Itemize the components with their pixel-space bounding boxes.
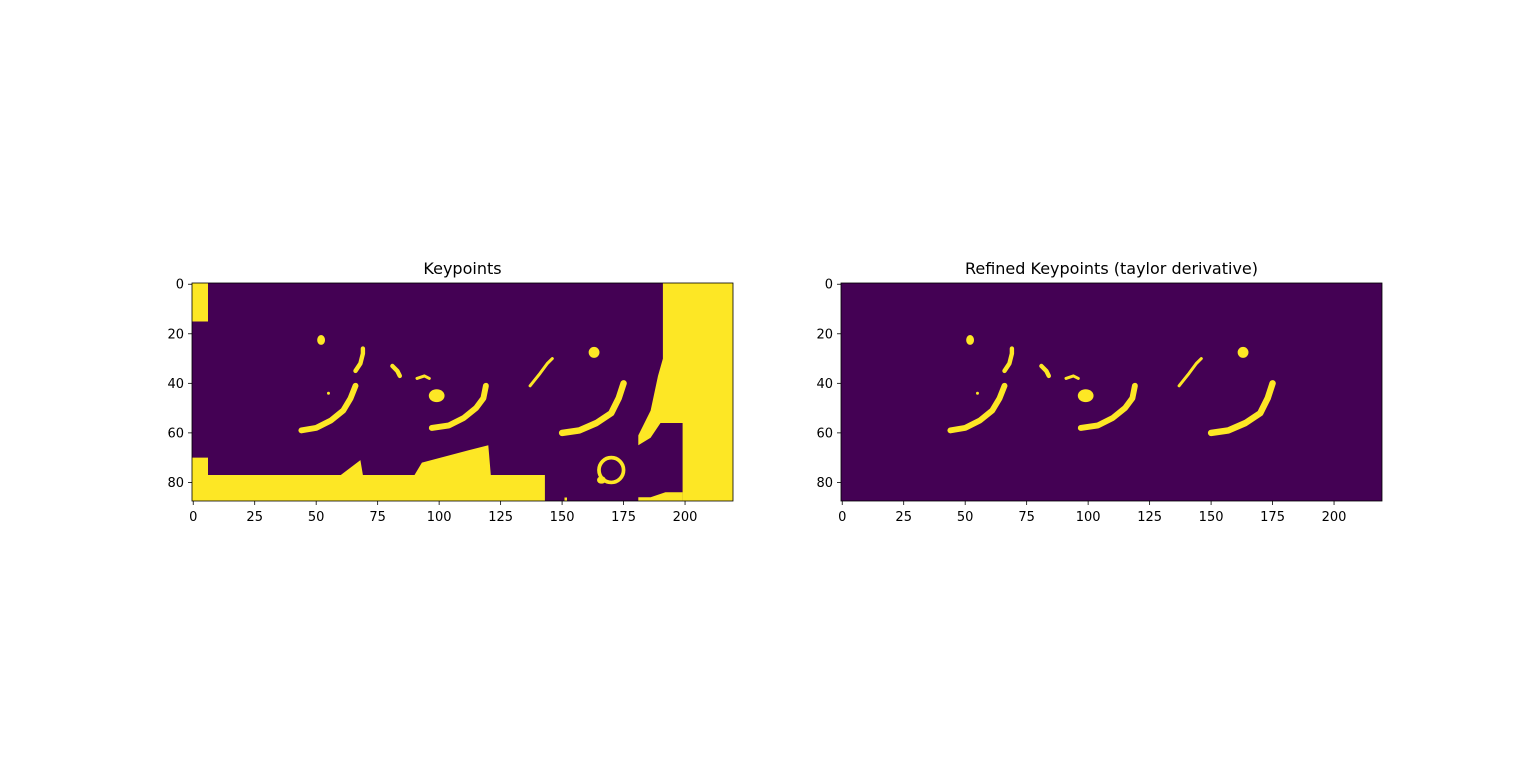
mask-region-17 [597, 476, 606, 484]
mask-region-8 [558, 380, 627, 437]
x-tick-label: 75 [369, 510, 386, 525]
mask-region-1 [192, 445, 545, 501]
mask-region-4 [1177, 357, 1203, 388]
y-tick-label: 80 [816, 476, 833, 491]
x-tick-label: 200 [1322, 510, 1347, 525]
x-tick-label: 100 [427, 510, 452, 525]
x-tick-label: 0 [838, 510, 846, 525]
y-tick-label: 60 [167, 426, 184, 441]
mask-region-10 [528, 357, 554, 388]
mask-region-4 [564, 497, 568, 501]
x-tick-label: 0 [189, 510, 197, 525]
y-tick-label: 20 [816, 327, 833, 342]
refined-keypoints-panel: 0 25 50 75 100 125 150 175 200 0 20 40 60 80 Refined K… [816, 259, 1383, 525]
y-tick-label: 40 [167, 377, 184, 392]
mask-region-11 [390, 363, 402, 379]
mask-region-1 [1077, 382, 1138, 431]
axes-frame [840, 282, 1383, 502]
x-tick-label: 175 [611, 510, 636, 525]
x-tick-label: 150 [550, 510, 575, 525]
mask-region-7 [428, 382, 489, 431]
mask-region-6 [298, 382, 359, 434]
mask-region-0 [947, 382, 1008, 434]
mask-region-3 [1002, 346, 1015, 374]
mask-region-13 [317, 335, 326, 345]
y-tick-label: 0 [825, 278, 833, 293]
mask-region-2 [638, 283, 733, 501]
x-tick-label: 150 [1199, 510, 1224, 525]
mask-region-3 [638, 492, 683, 501]
x-tick-label: 200 [673, 510, 698, 525]
heatmap-regions [192, 283, 733, 501]
mask-region-6 [1064, 374, 1080, 380]
mask-region-7 [966, 335, 975, 345]
x-tick-label: 25 [895, 510, 912, 525]
x-tick-label: 75 [1018, 510, 1035, 525]
chart-title: Keypoints [423, 259, 501, 278]
x-tick-label: 50 [308, 510, 325, 525]
mask-region-10 [976, 391, 979, 395]
mask-region-9 [1237, 346, 1249, 358]
chart-title: Refined Keypoints (taylor derivative) [965, 259, 1258, 278]
x-tick-label: 125 [488, 510, 513, 525]
y-tick-label: 0 [176, 278, 184, 293]
mask-region-5 [597, 455, 626, 485]
heatmap-background [841, 283, 1382, 501]
heatmap-regions [947, 335, 1276, 437]
y-tick-label: 60 [816, 426, 833, 441]
mask-region-15 [588, 346, 600, 358]
mask-region-5 [1039, 363, 1051, 379]
x-tick-label: 25 [246, 510, 263, 525]
mask-region-12 [415, 374, 431, 380]
x-tick-label: 175 [1260, 510, 1285, 525]
mask-region-8 [1077, 389, 1094, 403]
mask-region-16 [327, 391, 330, 395]
y-tick-label: 40 [816, 377, 833, 392]
y-tick-label: 80 [167, 476, 184, 491]
mask-region-2 [1207, 380, 1276, 437]
mask-region-14 [428, 389, 445, 403]
x-tick-label: 100 [1076, 510, 1101, 525]
y-tick-label: 20 [167, 327, 184, 342]
x-tick-label: 125 [1137, 510, 1162, 525]
mask-region-9 [353, 346, 366, 374]
mask-region-0 [192, 283, 208, 322]
axes-frame [191, 282, 734, 502]
x-tick-label: 50 [957, 510, 974, 525]
keypoints-panel: 0 25 50 75 100 125 150 175 200 0 20 40 60 80 Keypoints [167, 259, 734, 525]
